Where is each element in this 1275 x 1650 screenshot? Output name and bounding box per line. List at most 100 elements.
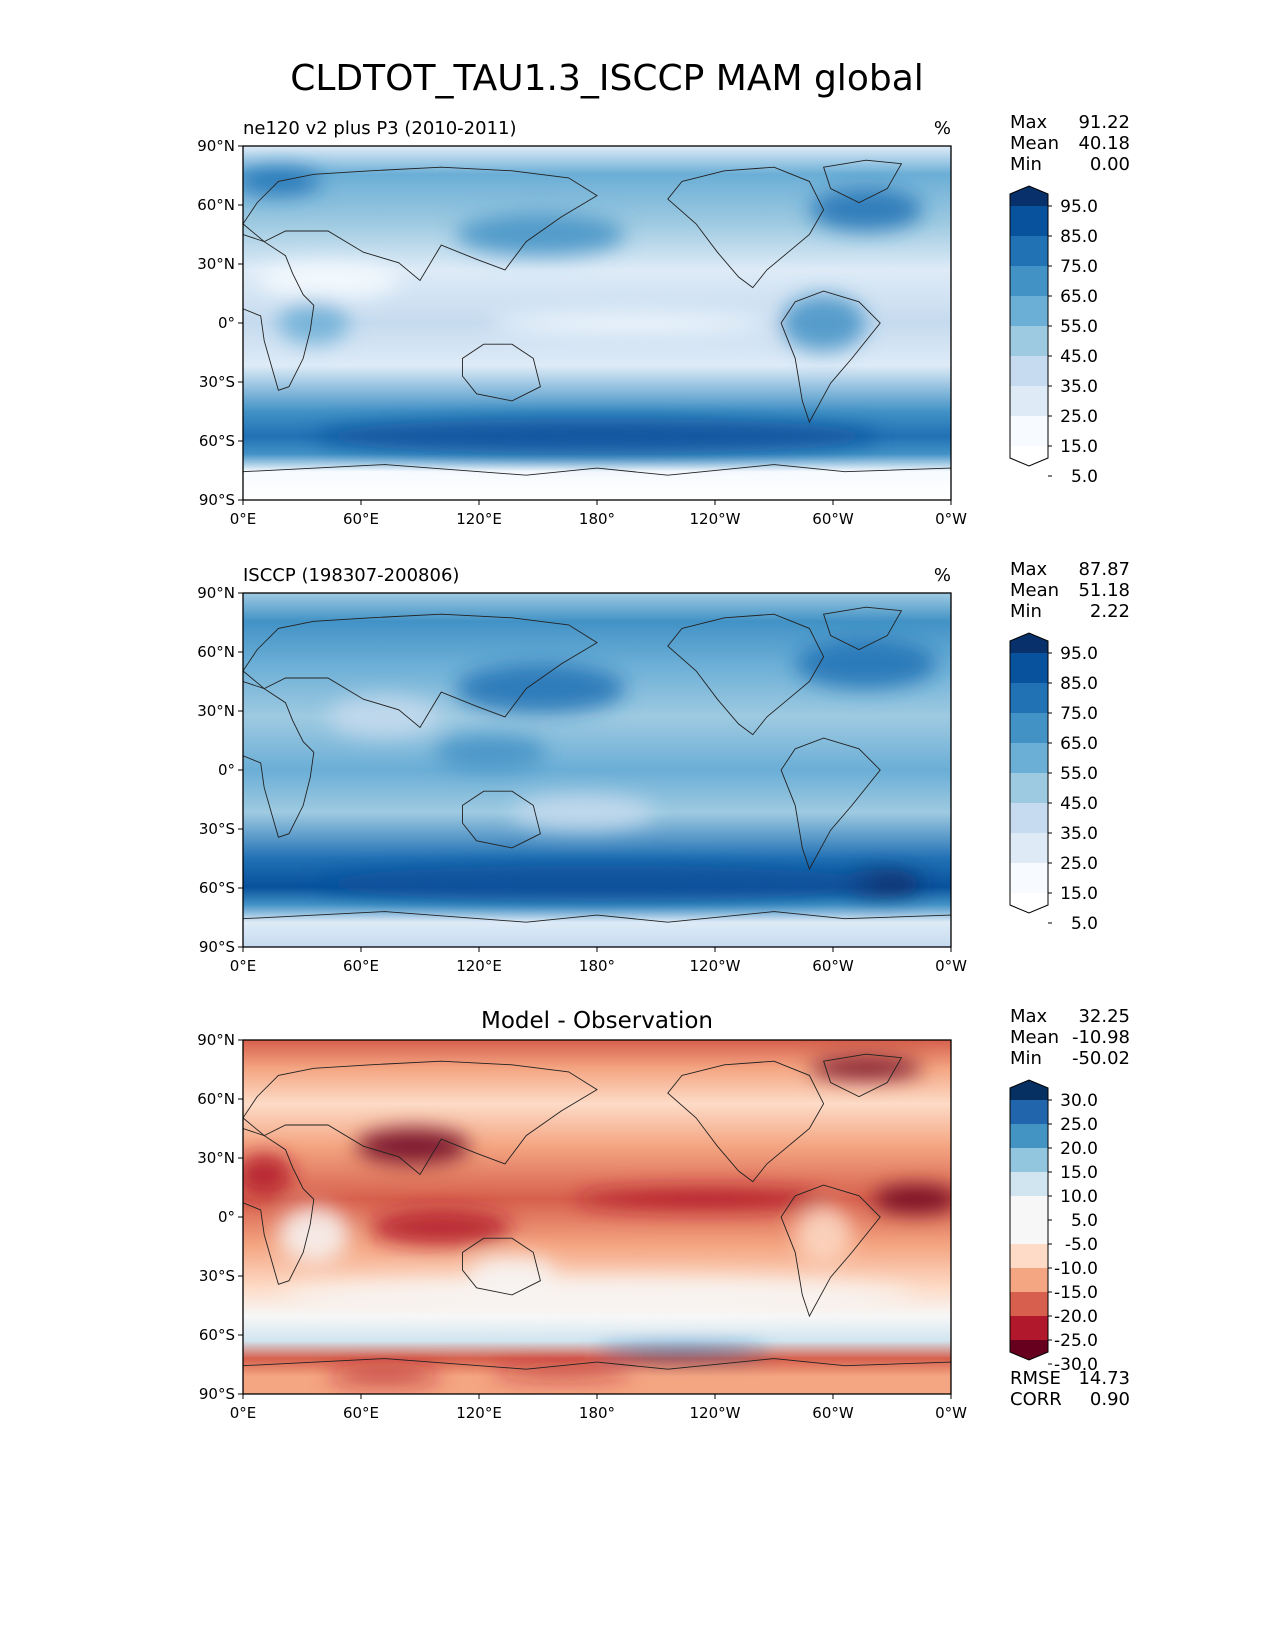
field-blob: [597, 1346, 767, 1357]
colorbar-extend-top: [1010, 186, 1048, 206]
lat-tick-label: 30°N: [197, 702, 235, 720]
field-blob: [809, 1057, 923, 1079]
colorbar-segment: [1010, 416, 1048, 447]
lon-tick-label: 120°W: [690, 510, 741, 528]
coastline: [243, 166, 598, 282]
stat-label: Mean: [1010, 1027, 1059, 1048]
lat-tick-label: 30°N: [197, 255, 235, 273]
field-anomalies: [313, 639, 937, 901]
lon-tick-label: 60°W: [812, 957, 854, 975]
field-blob: [837, 869, 923, 898]
panel-model: ne120 v2 plus P3 (2010-2011) % 90°N 60°N 30°…: [197, 112, 1130, 528]
lat-tick-label: 0°: [218, 761, 235, 779]
colorbar-segment: [1010, 206, 1048, 237]
field-blob: [327, 1369, 442, 1384]
coastline: [243, 613, 598, 729]
units-label: %: [934, 118, 951, 139]
colorbar-tick-label: 75.0: [1060, 257, 1098, 277]
coastline: [243, 1060, 598, 1176]
colorbar-tick-label: -10.0: [1054, 1259, 1098, 1279]
lat-tick-label: 90°S: [199, 1385, 235, 1403]
lat-tick-label: 90°N: [197, 1031, 235, 1049]
map-field: [243, 1040, 951, 1394]
colorbar-segment: [1010, 386, 1048, 417]
lon-tick-label: 120°E: [456, 957, 502, 975]
stat-value: 91.22: [1078, 112, 1130, 133]
colorbar-outline: [1009, 1079, 1049, 1361]
colorbar-tick-label: 85.0: [1060, 227, 1098, 247]
field-blob: [243, 1153, 293, 1196]
colorbar-segment: [1010, 803, 1048, 834]
colorbar-segment: [1010, 863, 1048, 894]
lon-tick-label: 0°E: [230, 1404, 257, 1422]
colorbar-extend-bottom: [1010, 446, 1048, 466]
colorbar-tick-label: -25.0: [1054, 1331, 1098, 1351]
coastline: [243, 234, 315, 391]
colorbar-segment: [1010, 1124, 1048, 1149]
colorbar-tick-label: 85.0: [1060, 674, 1098, 694]
colorbar-segment: [1010, 713, 1048, 744]
coastline: [243, 1128, 315, 1285]
coastline: [823, 159, 903, 204]
colorbar-tick-label: -15.0: [1054, 1283, 1098, 1303]
panel-obs: ISCCP (198307-200806) % 90°N 60°N 30°N 0° 30°S…: [197, 559, 1130, 975]
field-blob: [356, 1128, 470, 1164]
lat-tick-label: 30°N: [197, 1149, 235, 1167]
colorbar-extend-bottom: [1010, 893, 1048, 913]
colorbar-extend-top: [1010, 633, 1048, 653]
colorbar-tick-label: 25.0: [1060, 407, 1098, 427]
field-blob: [313, 418, 881, 454]
colorbar-segment: [1010, 1172, 1048, 1197]
lon-tick-label: 180°: [579, 1404, 615, 1422]
colorbar-segment: [1010, 326, 1048, 357]
lon-tick-label: 0°W: [935, 510, 967, 528]
map-field: [243, 593, 951, 947]
colorbar-tick-label: 45.0: [1060, 347, 1098, 367]
field-blob: [490, 312, 774, 334]
colorbar-segment: [1010, 1316, 1048, 1341]
colorbar-tick-label: 25.0: [1060, 854, 1098, 874]
colorbar-segment: [1010, 833, 1048, 864]
lat-tick-label: 60°S: [199, 1326, 235, 1344]
field-anomalies: [243, 1057, 951, 1384]
lat-tick-label: 0°: [218, 1208, 235, 1226]
colorbar-tick-label: 10.0: [1060, 1187, 1098, 1207]
colorbar-tick-label: 65.0: [1060, 287, 1098, 307]
stat-value: 40.18: [1078, 133, 1130, 154]
stat-label: CORR: [1010, 1389, 1062, 1410]
lon-tick-label: 180°: [579, 510, 615, 528]
panel-title: ISCCP (198307-200806): [243, 565, 459, 586]
panel-title: ne120 v2 plus P3 (2010-2011): [243, 118, 517, 139]
field-anomalies: [243, 167, 923, 454]
map-field: [243, 146, 951, 500]
lon-tick-label: 0°E: [230, 510, 257, 528]
colorbar-tick-label: 55.0: [1060, 317, 1098, 337]
coastline: [667, 166, 825, 289]
colorbar-tick-label: 75.0: [1060, 704, 1098, 724]
colorbar-tick-label: -20.0: [1054, 1307, 1098, 1327]
stat-value: 87.87: [1078, 559, 1130, 580]
field-blob: [455, 663, 626, 714]
coastline: [462, 1237, 541, 1296]
colorbar-tick-label: 55.0: [1060, 764, 1098, 784]
colorbar: 95.0 85.0 75.0 65.0 55.0 45.0 35.0 25.0 15.0 5.0: [1009, 185, 1098, 487]
colorbar-segment: [1010, 266, 1048, 297]
stat-value: -50.02: [1072, 1048, 1130, 1069]
lon-tick-label: 0°E: [230, 957, 257, 975]
lat-tick-label: 60°S: [199, 879, 235, 897]
lon-tick-label: 0°W: [935, 1404, 967, 1422]
lat-tick-label: 90°N: [197, 137, 235, 155]
colorbar-tick-label: 95.0: [1060, 644, 1098, 664]
units-label: %: [934, 565, 951, 586]
field-blob: [795, 1206, 852, 1264]
lon-tick-label: 60°W: [812, 510, 854, 528]
lon-tick-label: 120°E: [456, 1404, 502, 1422]
colorbar-segment: [1010, 1220, 1048, 1245]
lat-tick-label: 30°S: [199, 820, 235, 838]
stat-label: Min: [1010, 1048, 1042, 1069]
field-blob: [434, 734, 548, 770]
coastline: [823, 606, 903, 651]
stat-value: 32.25: [1078, 1006, 1130, 1027]
stat-label: RMSE: [1010, 1368, 1061, 1389]
